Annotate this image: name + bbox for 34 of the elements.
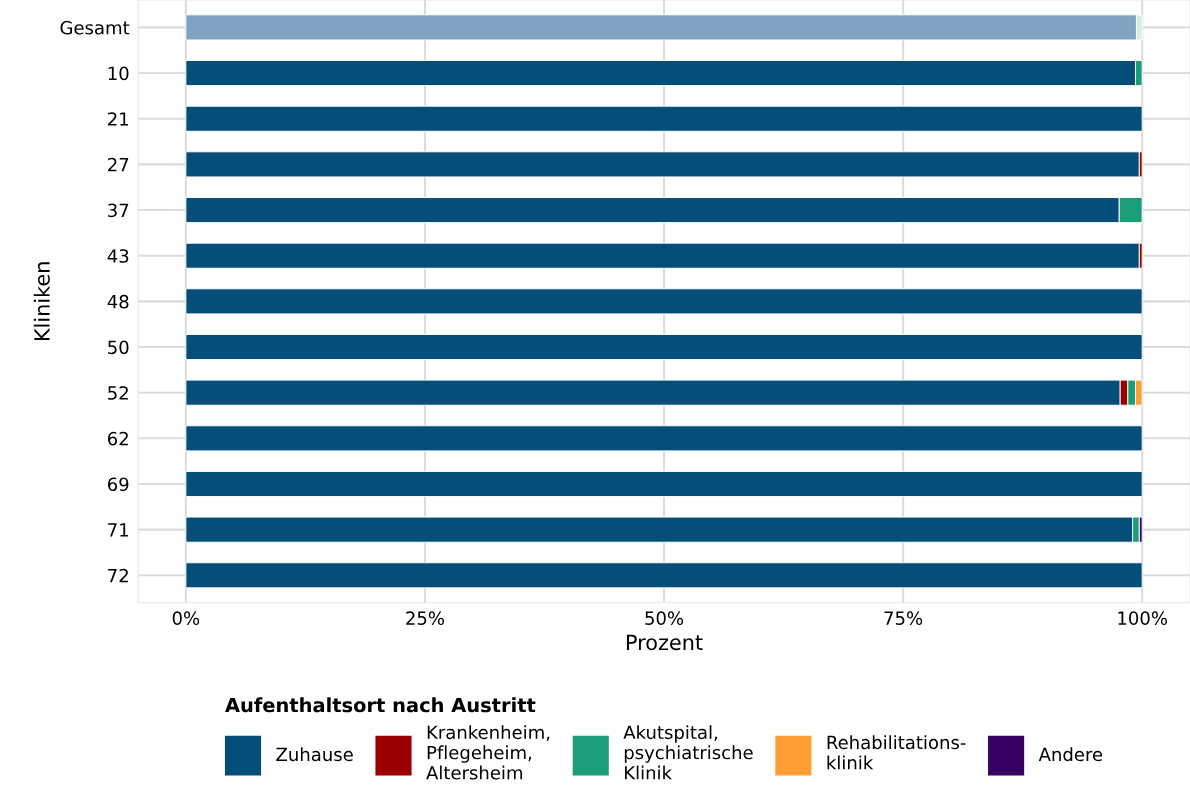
y-tick-label: 21 xyxy=(108,112,129,126)
y-tick-label: Gesamt xyxy=(60,20,130,35)
y-tick-label: 71 xyxy=(108,523,129,537)
y-tick-label: 72 xyxy=(108,568,128,583)
y-tick-label: 27 xyxy=(108,157,129,172)
x-axis-title: Prozent xyxy=(626,634,703,651)
legend-label: Andere xyxy=(1038,747,1103,762)
x-tick-label: 25% xyxy=(406,611,445,626)
legend-label: Akutspital, psychiatrische Klinik xyxy=(623,725,753,780)
y-tick-label: 62 xyxy=(107,431,128,446)
legend-label: Zuhause xyxy=(276,747,353,762)
bar xyxy=(185,470,1143,498)
y-tick-label: 43 xyxy=(107,249,129,263)
legend-label: Krankenheim, Pflegeheim, Altersheim xyxy=(426,725,550,780)
bar xyxy=(185,151,1140,178)
bar xyxy=(185,333,1143,361)
bar xyxy=(185,562,1143,589)
y-tick-label: 37 xyxy=(108,203,129,218)
y-tick-label: 10 xyxy=(108,66,129,81)
x-tick-label: 100% xyxy=(1118,611,1167,626)
bar xyxy=(185,288,1143,315)
bar xyxy=(185,242,1140,269)
x-tick-label: 75% xyxy=(884,611,923,626)
bar xyxy=(185,425,1143,452)
y-tick-label: 50 xyxy=(108,340,129,355)
y-tick-label: 69 xyxy=(107,477,129,492)
y-axis-title: Kliniken xyxy=(33,262,50,341)
bar xyxy=(185,105,1143,132)
y-tick-label: 52 xyxy=(108,386,128,400)
x-tick-label: 0% xyxy=(172,611,200,626)
x-tick-label: 50% xyxy=(645,611,684,626)
legend-label: Rehabilitations- klinik xyxy=(827,735,966,770)
y-tick-label: 48 xyxy=(107,294,129,309)
legend-title: Aufenthaltsort nach Austritt xyxy=(225,697,536,713)
